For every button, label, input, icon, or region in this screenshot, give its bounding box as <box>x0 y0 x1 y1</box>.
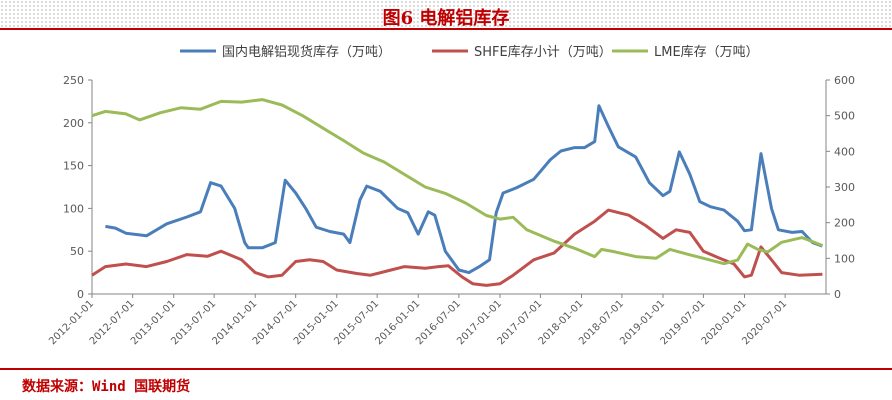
page-title: 图6 电解铝库存 <box>382 8 510 29</box>
legend-label-2: SHFE库存小计（万吨） <box>474 44 612 60</box>
y-right-tick-label: 0 <box>834 288 841 301</box>
y-right-tick-label: 400 <box>834 145 855 158</box>
legend-label-1: 国内电解铝现货库存（万吨） <box>222 44 391 60</box>
x-axis-ticks: 2012-01-012012-07-012013-01-012013-07-01… <box>47 294 789 347</box>
y-left-tick-label: 0 <box>77 288 84 301</box>
legend-label-3: LME库存（万吨） <box>654 44 759 60</box>
y-axis-right-ticks: 0 100 200 300 400 500 600 <box>826 74 855 301</box>
y-axis-left-ticks: 0 50 100 150 200 250 <box>63 74 92 301</box>
chart-legend: 国内电解铝现货库存（万吨） SHFE库存小计（万吨） LME库存（万吨） <box>180 44 759 60</box>
chart-area: 国内电解铝现货库存（万吨） SHFE库存小计（万吨） LME库存（万吨） 0 50 10… <box>0 32 892 368</box>
y-right-tick-label: 300 <box>834 181 855 194</box>
y-right-tick-label: 100 <box>834 252 855 265</box>
y-right-tick-label: 200 <box>834 217 855 230</box>
series-line-2 <box>91 208 823 287</box>
y-left-tick-label: 250 <box>63 74 84 87</box>
series-line-3 <box>91 98 823 266</box>
y-left-tick-label: 150 <box>63 160 84 173</box>
title-bar: 图6 电解铝库存 <box>0 0 892 30</box>
data-source-note: 数据来源：Wind 国联期货 <box>22 379 191 395</box>
y-left-tick-label: 100 <box>63 202 84 215</box>
y-left-tick-label: 50 <box>70 245 84 258</box>
y-left-tick-label: 200 <box>63 117 84 130</box>
footer: 数据来源：Wind 国联期货 <box>0 368 892 400</box>
series-line-1 <box>105 104 823 275</box>
y-right-tick-label: 500 <box>834 110 855 123</box>
inventory-line-chart: 国内电解铝现货库存（万吨） SHFE库存小计（万吨） LME库存（万吨） 0 50 10… <box>47 44 855 347</box>
series-lines <box>91 98 823 287</box>
y-right-tick-label: 600 <box>834 74 855 87</box>
